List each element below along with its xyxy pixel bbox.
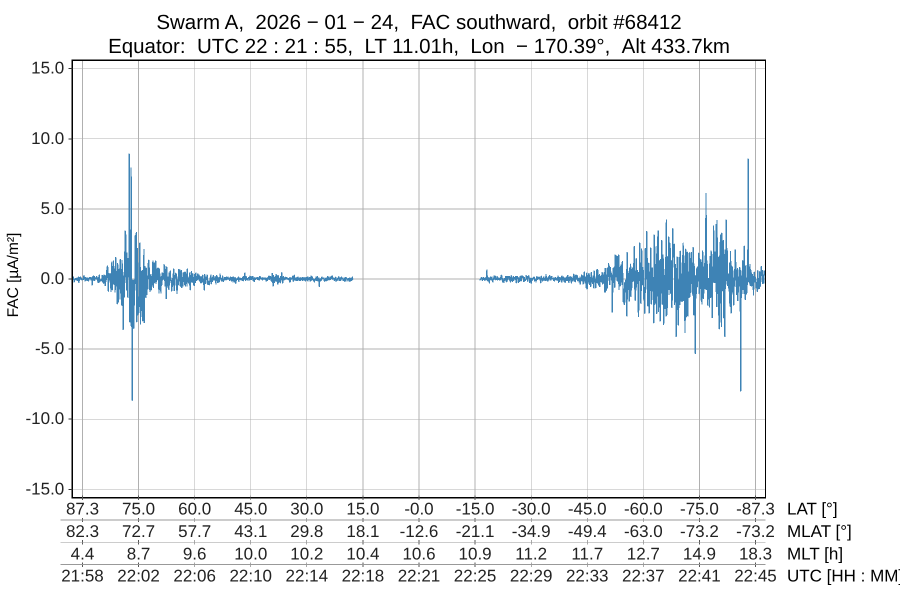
svg-text:-49.4: -49.4 xyxy=(568,522,607,541)
svg-text:15.0: 15.0 xyxy=(346,500,379,519)
svg-text:11.7: 11.7 xyxy=(571,544,603,563)
svg-text:Swarm A, 2026 − 01 − 24, FAC: Swarm A, 2026 − 01 − 24, FAC southward, … xyxy=(156,11,681,34)
svg-text:22:45: 22:45 xyxy=(734,567,777,586)
svg-text:-60.0: -60.0 xyxy=(624,500,663,519)
svg-text:Equator: UTC 22 : 21 : 55, L: Equator: UTC 22 : 21 : 55, LT 11.01h, Lo… xyxy=(108,35,730,58)
svg-text:MLT [h]: MLT [h] xyxy=(787,544,843,563)
svg-text:22:02: 22:02 xyxy=(117,567,160,586)
svg-text:-75.0: -75.0 xyxy=(680,500,719,519)
svg-text:-15.0: -15.0 xyxy=(26,479,65,498)
svg-text:-87.3: -87.3 xyxy=(736,500,775,519)
svg-text:5.0: 5.0 xyxy=(41,199,65,218)
svg-text:MLAT [°]: MLAT [°] xyxy=(787,522,852,541)
svg-text:FAC [µA/m²]: FAC [µA/m²] xyxy=(5,233,22,318)
svg-text:11.2: 11.2 xyxy=(515,544,547,563)
svg-text:12.7: 12.7 xyxy=(627,544,660,563)
svg-text:45.0: 45.0 xyxy=(234,500,267,519)
svg-text:-21.1: -21.1 xyxy=(456,522,495,541)
svg-text:75.0: 75.0 xyxy=(122,500,155,519)
svg-text:22:18: 22:18 xyxy=(342,567,385,586)
svg-text:22:10: 22:10 xyxy=(229,567,272,586)
svg-text:15.0: 15.0 xyxy=(31,59,64,78)
svg-text:-34.9: -34.9 xyxy=(512,522,551,541)
svg-text:8.7: 8.7 xyxy=(127,544,151,563)
svg-text:10.6: 10.6 xyxy=(402,544,435,563)
svg-text:0.0: 0.0 xyxy=(41,269,65,288)
svg-text:14.9: 14.9 xyxy=(683,544,716,563)
svg-text:57.7: 57.7 xyxy=(178,522,211,541)
svg-text:22:33: 22:33 xyxy=(566,567,609,586)
svg-text:10.2: 10.2 xyxy=(290,544,323,563)
svg-text:-15.0: -15.0 xyxy=(456,500,495,519)
svg-text:4.4: 4.4 xyxy=(71,544,95,563)
svg-text:-5.0: -5.0 xyxy=(35,339,64,358)
svg-text:-30.0: -30.0 xyxy=(512,500,551,519)
svg-text:-73.2: -73.2 xyxy=(736,522,775,541)
svg-text:22:37: 22:37 xyxy=(622,567,665,586)
svg-text:22:21: 22:21 xyxy=(398,567,441,586)
svg-text:-0.0: -0.0 xyxy=(404,500,433,519)
svg-text:29.8: 29.8 xyxy=(290,522,323,541)
svg-text:-63.0: -63.0 xyxy=(624,522,663,541)
svg-text:-10.0: -10.0 xyxy=(26,409,65,428)
svg-text:18.1: 18.1 xyxy=(346,522,379,541)
svg-text:22:06: 22:06 xyxy=(173,567,216,586)
svg-text:72.7: 72.7 xyxy=(122,522,155,541)
svg-text:UTC [HH : MM]: UTC [HH : MM] xyxy=(787,567,900,586)
svg-text:18.3: 18.3 xyxy=(739,544,772,563)
svg-text:22:29: 22:29 xyxy=(510,567,553,586)
svg-text:22:41: 22:41 xyxy=(678,567,721,586)
svg-text:82.3: 82.3 xyxy=(66,522,99,541)
svg-text:10.0: 10.0 xyxy=(234,544,267,563)
svg-text:43.1: 43.1 xyxy=(234,522,267,541)
svg-text:60.0: 60.0 xyxy=(178,500,211,519)
svg-text:30.0: 30.0 xyxy=(290,500,323,519)
svg-text:10.9: 10.9 xyxy=(459,544,492,563)
svg-text:LAT [°]: LAT [°] xyxy=(787,500,838,519)
svg-text:-45.0: -45.0 xyxy=(568,500,607,519)
svg-text:21:58: 21:58 xyxy=(61,567,104,586)
svg-text:10.0: 10.0 xyxy=(31,129,64,148)
svg-text:10.4: 10.4 xyxy=(346,544,379,563)
svg-text:87.3: 87.3 xyxy=(66,500,99,519)
svg-text:-73.2: -73.2 xyxy=(680,522,719,541)
svg-text:22:14: 22:14 xyxy=(286,567,329,586)
svg-text:-12.6: -12.6 xyxy=(400,522,439,541)
svg-text:9.6: 9.6 xyxy=(183,544,207,563)
svg-text:22:25: 22:25 xyxy=(454,567,497,586)
